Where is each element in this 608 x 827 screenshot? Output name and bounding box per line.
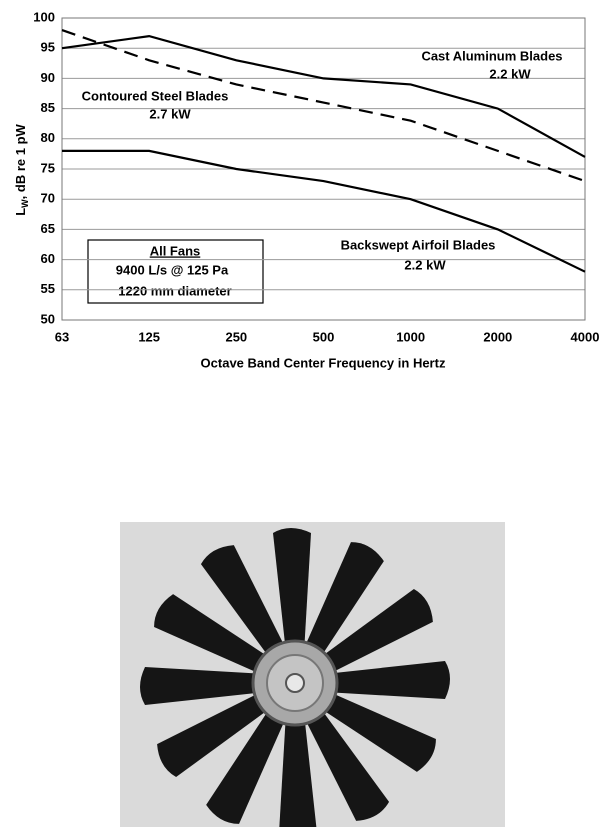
plot-frame — [61, 17, 586, 321]
x-tick-label: 4000 — [571, 329, 600, 344]
fan-photo — [120, 522, 505, 827]
series-name: Contoured Steel Blades — [82, 88, 229, 103]
y-tick-label: 95 — [41, 40, 55, 55]
series-name: Backswept Airfoil Blades — [341, 237, 496, 252]
series-power: 2.7 kW — [149, 106, 191, 121]
note-line: 9400 L/s @ 125 Pa — [116, 262, 229, 277]
series-line — [61, 34, 586, 158]
x-tick-label: 500 — [313, 329, 335, 344]
series-name: Cast Aluminum Blades — [421, 48, 562, 63]
y-tick-label: 60 — [41, 251, 55, 266]
y-label-main: L — [13, 208, 28, 216]
series-power: 2.2 kW — [404, 257, 446, 272]
y-tick-label: 90 — [41, 70, 55, 85]
y-tick-label: 80 — [41, 130, 55, 145]
fan — [140, 528, 450, 827]
y-tick-label: 70 — [41, 191, 55, 206]
series-power: 2.2 kW — [489, 66, 531, 81]
y-tick-label: 55 — [41, 281, 55, 296]
y-label-sub: W — [20, 199, 30, 208]
note-title: All Fans — [150, 243, 201, 258]
y-tick-label: 50 — [41, 311, 55, 326]
y-tick-label: 85 — [41, 100, 55, 115]
y-tick-label: 100 — [33, 9, 55, 24]
y-axis-label: LW, dB re 1 pW — [13, 123, 30, 215]
y-label-rest: , dB re 1 pW — [13, 123, 28, 199]
x-tick-label: 250 — [225, 329, 247, 344]
note-line: 1220 mm diameter — [118, 283, 231, 298]
y-tick-label: 65 — [41, 221, 55, 236]
x-tick-label: 63 — [55, 329, 69, 344]
x-tick-label: 2000 — [483, 329, 512, 344]
x-axis-label: Octave Band Center Frequency in Hertz — [201, 355, 446, 370]
x-tick-label: 125 — [138, 329, 160, 344]
series-line — [61, 29, 586, 183]
series-line — [62, 149, 586, 273]
x-tick-label: 1000 — [396, 329, 425, 344]
note-box — [87, 239, 264, 304]
y-tick-label: 75 — [41, 160, 55, 175]
